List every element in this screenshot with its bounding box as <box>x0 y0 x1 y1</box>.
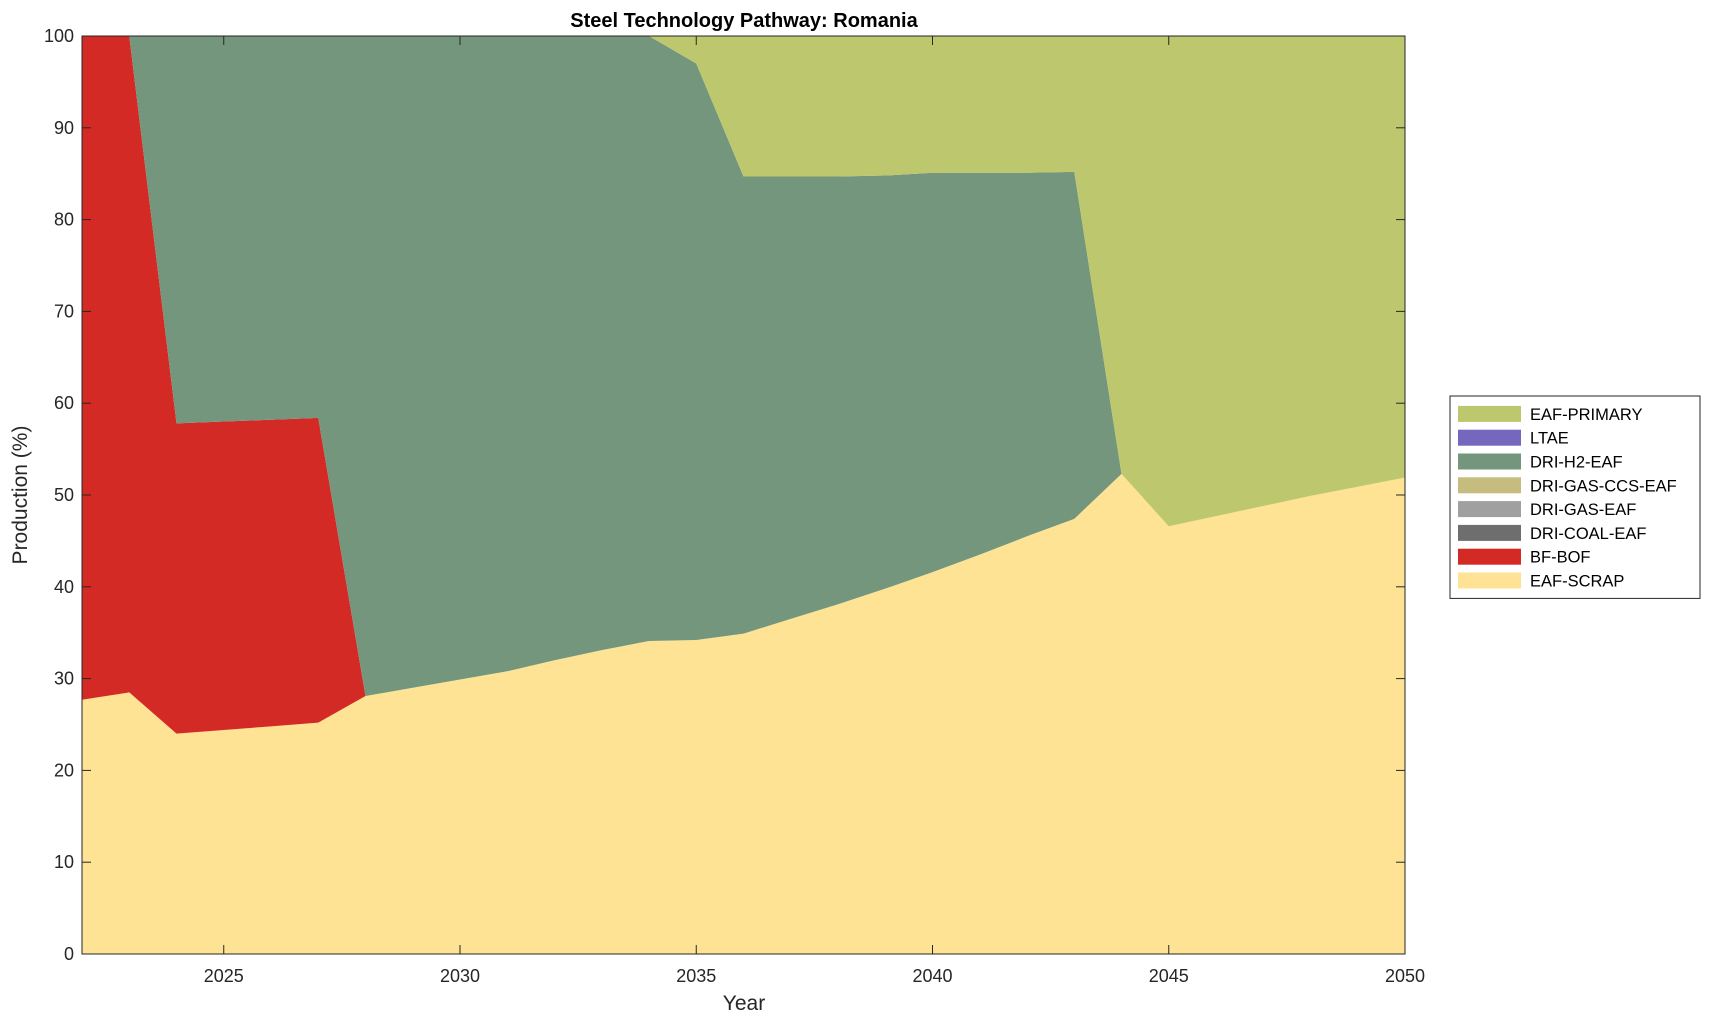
legend-label-ltae: LTAE <box>1530 430 1569 448</box>
legend-label-dri-h2-eaf: DRI-H2-EAF <box>1530 454 1623 472</box>
legend-label-dri-gas-ccs-eaf: DRI-GAS-CCS-EAF <box>1530 477 1677 495</box>
legend-label-bf-bof: BF-BOF <box>1530 549 1591 567</box>
y-tick-label: 40 <box>54 577 74 597</box>
y-tick-label: 20 <box>54 760 74 780</box>
y-tick-label: 60 <box>54 393 74 413</box>
y-axis-label: Production (%) <box>9 426 32 565</box>
legend-label-eaf-primary: EAF-PRIMARY <box>1530 406 1642 424</box>
legend-swatch-eaf-primary <box>1458 405 1521 422</box>
x-tick-label: 2045 <box>1149 966 1189 986</box>
legend-swatch-dri-h2-eaf <box>1458 453 1521 470</box>
area-eaf-primary <box>82 36 1405 527</box>
stacked-areas <box>82 36 1405 954</box>
legend-swatch-ltae <box>1458 429 1521 446</box>
x-tick-label: 2040 <box>912 966 952 986</box>
chart-title: Steel Technology Pathway: Romania <box>570 10 918 32</box>
y-tick-label: 90 <box>54 118 74 138</box>
area-eaf-scrap <box>82 473 1405 954</box>
legend-swatch-dri-coal-eaf <box>1458 524 1521 541</box>
legend-swatch-bf-bof <box>1458 548 1521 565</box>
legend-label-eaf-scrap: EAF-SCRAP <box>1530 573 1624 591</box>
legend-box <box>1449 395 1701 599</box>
y-tick-label: 100 <box>44 26 74 46</box>
legend-label-dri-coal-eaf: DRI-COAL-EAF <box>1530 525 1646 543</box>
area-dri-h2-eaf <box>82 36 1405 697</box>
legend-swatch-dri-gas-ccs-eaf <box>1458 477 1521 494</box>
x-tick-label: 2035 <box>676 966 716 986</box>
axis-ticks: 2025 2030 2035 2040 2045 20500102030405060708… <box>44 26 1425 986</box>
legend-label-dri-gas-eaf: DRI-GAS-EAF <box>1530 501 1636 519</box>
y-tick-label: 80 <box>54 210 74 230</box>
y-tick-label: 30 <box>54 669 74 689</box>
area-bf-bof <box>82 36 1405 734</box>
x-tick-label: 2050 <box>1385 966 1425 986</box>
y-tick-label: 0 <box>64 944 74 964</box>
x-tick-label: 2030 <box>440 966 480 986</box>
y-tick-label: 50 <box>54 485 74 505</box>
x-axis-label: Year <box>723 992 765 1015</box>
x-tick-label: 2025 <box>204 966 244 986</box>
legend: EAF-PRIMARY LTAE DRI-H2-EAF DRI-GAS-CCS-EAF… <box>1449 395 1701 599</box>
y-tick-label: 10 <box>54 852 74 872</box>
legend-swatch-dri-gas-eaf <box>1458 501 1521 518</box>
legend-swatch-eaf-scrap <box>1458 572 1521 589</box>
y-tick-label: 70 <box>54 301 74 321</box>
